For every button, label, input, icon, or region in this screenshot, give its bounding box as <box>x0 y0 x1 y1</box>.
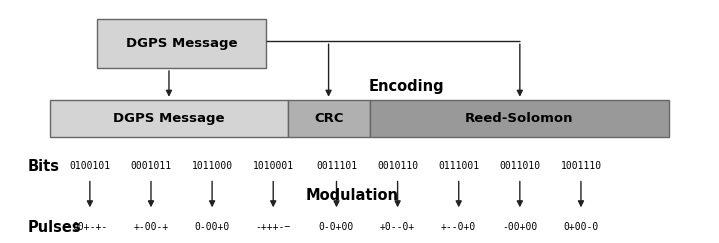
Text: 1010001: 1010001 <box>252 161 294 172</box>
Text: +0--0+: +0--0+ <box>380 222 416 232</box>
Text: 0010110: 0010110 <box>377 161 418 172</box>
Text: 0111001: 0111001 <box>438 161 480 172</box>
Text: 00+-+-: 00+-+- <box>72 222 108 232</box>
Text: Encoding: Encoding <box>368 79 444 94</box>
Text: CRC: CRC <box>314 112 344 125</box>
Text: +--0+0: +--0+0 <box>441 222 477 232</box>
Text: DGPS Message: DGPS Message <box>113 112 225 125</box>
Text: DGPS Message: DGPS Message <box>126 37 237 50</box>
Text: -00+00: -00+00 <box>502 222 538 232</box>
FancyBboxPatch shape <box>50 100 288 137</box>
Text: 0-0+00: 0-0+00 <box>319 222 354 232</box>
Text: +-00-+: +-00-+ <box>133 222 169 232</box>
Text: 0011101: 0011101 <box>316 161 357 172</box>
Text: 0100101: 0100101 <box>69 161 111 172</box>
FancyBboxPatch shape <box>370 100 669 137</box>
FancyBboxPatch shape <box>288 100 370 137</box>
Text: 0011010: 0011010 <box>499 161 541 172</box>
Text: Pulses: Pulses <box>27 220 81 235</box>
Text: 0001011: 0001011 <box>130 161 172 172</box>
Text: Modulation: Modulation <box>306 188 399 203</box>
Text: 0-00+0: 0-00+0 <box>194 222 230 232</box>
Text: Bits: Bits <box>27 159 60 174</box>
Text: 1011000: 1011000 <box>191 161 233 172</box>
Text: Reed-Solomon: Reed-Solomon <box>465 112 574 125</box>
FancyBboxPatch shape <box>97 19 266 68</box>
Text: -+++-−: -+++-− <box>255 222 291 232</box>
Text: 1001110: 1001110 <box>560 161 602 172</box>
Text: 0+00-0: 0+00-0 <box>563 222 599 232</box>
